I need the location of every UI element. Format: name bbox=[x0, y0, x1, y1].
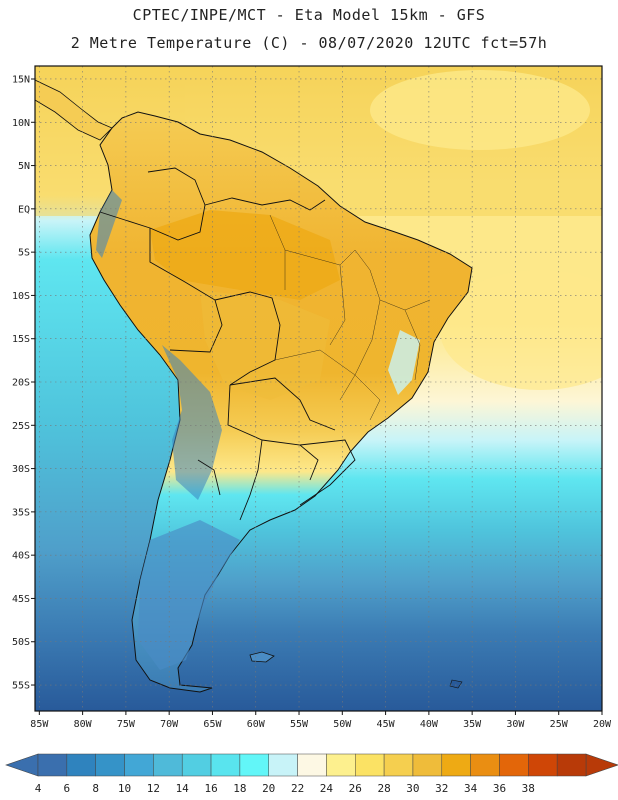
lon-label: 60W bbox=[247, 719, 266, 730]
lon-label: 20W bbox=[593, 719, 612, 730]
colorbar-label: 22 bbox=[291, 782, 304, 795]
patagonia-cold bbox=[138, 520, 240, 670]
warm-ocean-patch bbox=[370, 70, 590, 150]
colorbar-right-arrow bbox=[585, 753, 618, 777]
colorbar-swatch bbox=[124, 753, 154, 777]
lat-label: 55S bbox=[12, 681, 30, 692]
colorbar-swatch bbox=[556, 753, 587, 777]
lat-label: 10N bbox=[12, 118, 30, 129]
lon-label: 45W bbox=[377, 719, 396, 730]
colorbar-label: 10 bbox=[118, 782, 131, 795]
lon-label: 25W bbox=[550, 719, 569, 730]
lon-label: 30W bbox=[506, 719, 525, 730]
title-line-1: CPTEC/INPE/MCT - Eta Model 15km - GFS bbox=[132, 6, 486, 24]
colorbar-swatch bbox=[297, 753, 327, 777]
lon-label: 55W bbox=[290, 719, 309, 730]
central-america-land bbox=[35, 79, 113, 141]
colorbar-swatch bbox=[470, 753, 500, 777]
warm-central-zone bbox=[200, 290, 330, 400]
colorbar-swatch bbox=[441, 753, 471, 777]
colorbar-swatch bbox=[37, 753, 68, 777]
colorbar-label: 12 bbox=[147, 782, 160, 795]
lon-label: 85W bbox=[30, 719, 49, 730]
title-line-2: 2 Metre Temperature (C) - 08/07/2020 12U… bbox=[70, 34, 548, 52]
lat-label: 15N bbox=[12, 74, 30, 85]
colorbar-label: 8 bbox=[92, 782, 99, 795]
map-canvas bbox=[35, 66, 602, 711]
lon-label: 70W bbox=[160, 719, 179, 730]
colorbar-label: 20 bbox=[262, 782, 275, 795]
northern-andes-cold bbox=[96, 190, 122, 258]
lat-label: 35S bbox=[12, 507, 30, 518]
colorbar-label: 6 bbox=[63, 782, 70, 795]
falkland-islands bbox=[249, 651, 275, 663]
lon-label: 40W bbox=[420, 719, 439, 730]
lat-label: 5N bbox=[18, 161, 30, 172]
colorbar-swatch bbox=[210, 753, 241, 777]
colorbar-swatch bbox=[383, 753, 414, 777]
colorbar-label: 4 bbox=[35, 782, 42, 795]
lat-label: 45S bbox=[12, 594, 30, 605]
colorbar-label: 38 bbox=[522, 782, 535, 795]
colorbar-swatch bbox=[268, 753, 298, 777]
colorbar-swatch bbox=[412, 753, 443, 777]
colorbar-swatch bbox=[95, 753, 125, 777]
southeast-highlands-cool bbox=[388, 330, 420, 395]
state-borders bbox=[269, 214, 431, 421]
colorbar-label: 26 bbox=[349, 782, 362, 795]
colorbar-swatch bbox=[66, 753, 96, 777]
colorbar-swatch bbox=[499, 753, 529, 777]
colorbar-label: 14 bbox=[176, 782, 190, 795]
south-georgia-island bbox=[449, 679, 463, 689]
colorbar-left-arrow bbox=[5, 753, 39, 777]
colorbar-swatch bbox=[326, 753, 356, 777]
colorbar-label: 36 bbox=[493, 782, 506, 795]
colorbar-swatch bbox=[355, 753, 385, 777]
lat-label: 30S bbox=[12, 464, 30, 475]
lat-label: 10S bbox=[12, 291, 30, 302]
colorbar-label: 24 bbox=[320, 782, 334, 795]
lat-label: 50S bbox=[12, 637, 30, 648]
colorbar-swatch bbox=[528, 753, 558, 777]
central-andes-cold bbox=[162, 345, 222, 500]
colorbar-label: 32 bbox=[435, 782, 448, 795]
colorbar-label: 18 bbox=[233, 782, 246, 795]
lon-label: 50W bbox=[333, 719, 352, 730]
lat-label: 25S bbox=[12, 421, 30, 432]
map-frame bbox=[34, 65, 603, 712]
lon-label: 35W bbox=[463, 719, 482, 730]
lat-label: 15S bbox=[12, 334, 30, 345]
lon-label: 75W bbox=[117, 719, 136, 730]
colorbar-label: 30 bbox=[406, 782, 419, 795]
lat-label: 5S bbox=[18, 248, 30, 259]
colorbar-label: 34 bbox=[464, 782, 478, 795]
lon-label: 80W bbox=[74, 719, 93, 730]
colorbar: 4 6 8 10 12 14 16 18 20 22 24 26 28 30 32 34 36 38 bbox=[5, 753, 618, 795]
lat-label: 20S bbox=[12, 378, 30, 389]
colorbar-label: 28 bbox=[377, 782, 390, 795]
subtropical-ocean-patch bbox=[440, 270, 602, 390]
lat-label: EQ bbox=[18, 204, 30, 215]
colorbar-swatch bbox=[153, 753, 183, 777]
axis-ticks: 15N 10N 5N EQ 5S 10S 15S 20S 25S 30S 35S 40S 45S 50S 5… bbox=[12, 74, 612, 730]
lat-label: 40S bbox=[12, 551, 30, 562]
lon-label: 65W bbox=[203, 719, 222, 730]
colorbar-swatch bbox=[181, 753, 212, 777]
country-borders bbox=[99, 167, 356, 521]
colorbar-swatch bbox=[239, 753, 269, 777]
colorbar-label: 16 bbox=[204, 782, 217, 795]
